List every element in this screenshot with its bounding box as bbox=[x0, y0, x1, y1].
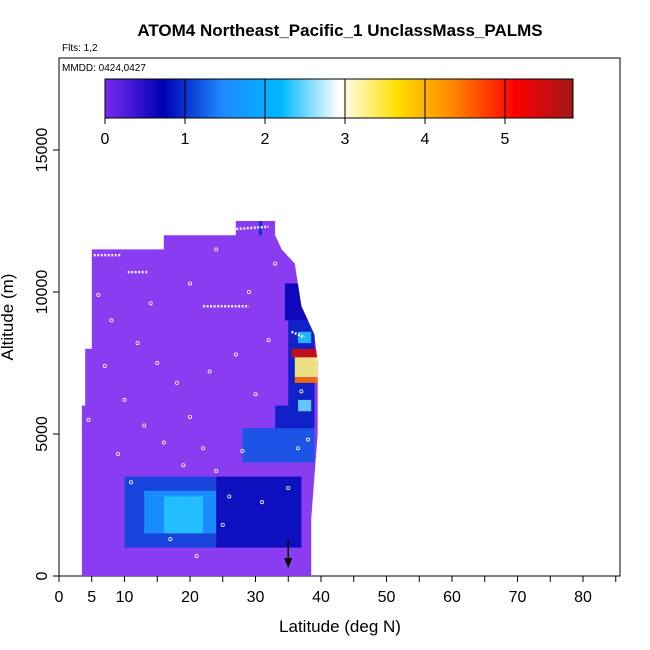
sample-point bbox=[168, 537, 173, 542]
sample-point bbox=[233, 352, 238, 357]
heatmap-cell bbox=[284, 283, 312, 321]
x-axis-label: Latitude (deg N) bbox=[279, 617, 401, 636]
sample-point bbox=[115, 451, 120, 456]
x-tick-label: 0 bbox=[55, 589, 64, 606]
sample-point bbox=[142, 423, 147, 428]
data-layer bbox=[81, 221, 318, 576]
y-tick-label: 10000 bbox=[34, 270, 51, 315]
sample-point bbox=[129, 480, 134, 485]
heatmap-cell bbox=[294, 377, 318, 383]
flight-track bbox=[291, 330, 306, 339]
sample-point bbox=[122, 397, 127, 402]
colorbar: 0 1 2 3 4 5 bbox=[101, 78, 574, 148]
sample-point bbox=[240, 449, 245, 454]
x-tick-label: 10 bbox=[116, 589, 134, 606]
flights-label: Flts: 1,2 bbox=[62, 43, 98, 54]
colorbar-tick-label: 2 bbox=[261, 131, 270, 148]
arrow-head bbox=[284, 558, 293, 569]
x-tick-label: 50 bbox=[378, 589, 396, 606]
sample-point bbox=[86, 417, 91, 422]
sample-point bbox=[214, 468, 219, 473]
y-axis: 0 5000 10000 15000 bbox=[34, 128, 59, 580]
flight-track bbox=[229, 225, 269, 231]
sample-point bbox=[174, 380, 179, 385]
sample-point bbox=[102, 363, 107, 368]
sample-point bbox=[187, 414, 192, 419]
sample-point bbox=[220, 522, 225, 527]
sample-point bbox=[246, 289, 251, 294]
y-tick-label: 0 bbox=[34, 571, 51, 580]
sample-point bbox=[227, 494, 232, 499]
sample-point bbox=[201, 446, 206, 451]
heatmap-cell bbox=[291, 348, 318, 358]
x-tick-label: 60 bbox=[443, 589, 461, 606]
chart-title: ATOM4 Northeast_Pacific_1 UnclassMass_PA… bbox=[137, 21, 542, 40]
x-tick-label: 80 bbox=[574, 589, 592, 606]
sample-point bbox=[207, 369, 212, 374]
x-tick-label: 30 bbox=[247, 589, 265, 606]
dates-label: MMDD: 0424,0427 bbox=[62, 63, 146, 74]
heatmap-cell bbox=[242, 428, 315, 463]
sample-point bbox=[266, 338, 271, 343]
y-tick-label: 5000 bbox=[34, 416, 51, 452]
sample-point bbox=[273, 261, 278, 266]
sample-point bbox=[187, 281, 192, 286]
sample-point bbox=[260, 500, 265, 505]
sample-point bbox=[155, 360, 160, 365]
colorbar-tick-label: 1 bbox=[181, 131, 190, 148]
x-axis: 0 5 10 20 30 40 50 60 70 80 bbox=[55, 576, 617, 606]
sample-point bbox=[299, 389, 304, 394]
sample-point bbox=[305, 437, 310, 442]
x-tick-label: 40 bbox=[312, 589, 330, 606]
x-tick-label: 5 bbox=[87, 589, 96, 606]
x-tick-label: 70 bbox=[509, 589, 527, 606]
colorbar-bar bbox=[104, 78, 574, 119]
sample-point bbox=[253, 392, 258, 397]
heatmap-cell bbox=[298, 399, 312, 412]
y-axis-label: Altitude (m) bbox=[0, 274, 17, 361]
sample-point bbox=[96, 292, 101, 297]
sample-point bbox=[161, 440, 166, 445]
plot-frame bbox=[58, 57, 621, 577]
x-tick-label: 20 bbox=[181, 589, 199, 606]
heatmap-cell bbox=[294, 357, 318, 378]
sample-point bbox=[109, 318, 114, 323]
colorbar-tick-label: 0 bbox=[101, 131, 110, 148]
sample-point bbox=[286, 485, 291, 490]
sample-point bbox=[214, 247, 219, 252]
heatmap-cell bbox=[216, 476, 302, 548]
sample-point bbox=[296, 446, 301, 451]
sample-point bbox=[194, 554, 199, 559]
heatmap-cell bbox=[258, 221, 263, 236]
colorbar-tick-label: 3 bbox=[341, 131, 350, 148]
sample-point bbox=[148, 301, 153, 306]
y-tick-label: 15000 bbox=[34, 128, 51, 173]
heatmap-cell bbox=[163, 496, 204, 534]
colorbar-tick-label: 5 bbox=[501, 131, 510, 148]
sample-point bbox=[181, 463, 186, 468]
sample-point bbox=[135, 341, 140, 346]
colorbar-tick-label: 4 bbox=[421, 131, 430, 148]
